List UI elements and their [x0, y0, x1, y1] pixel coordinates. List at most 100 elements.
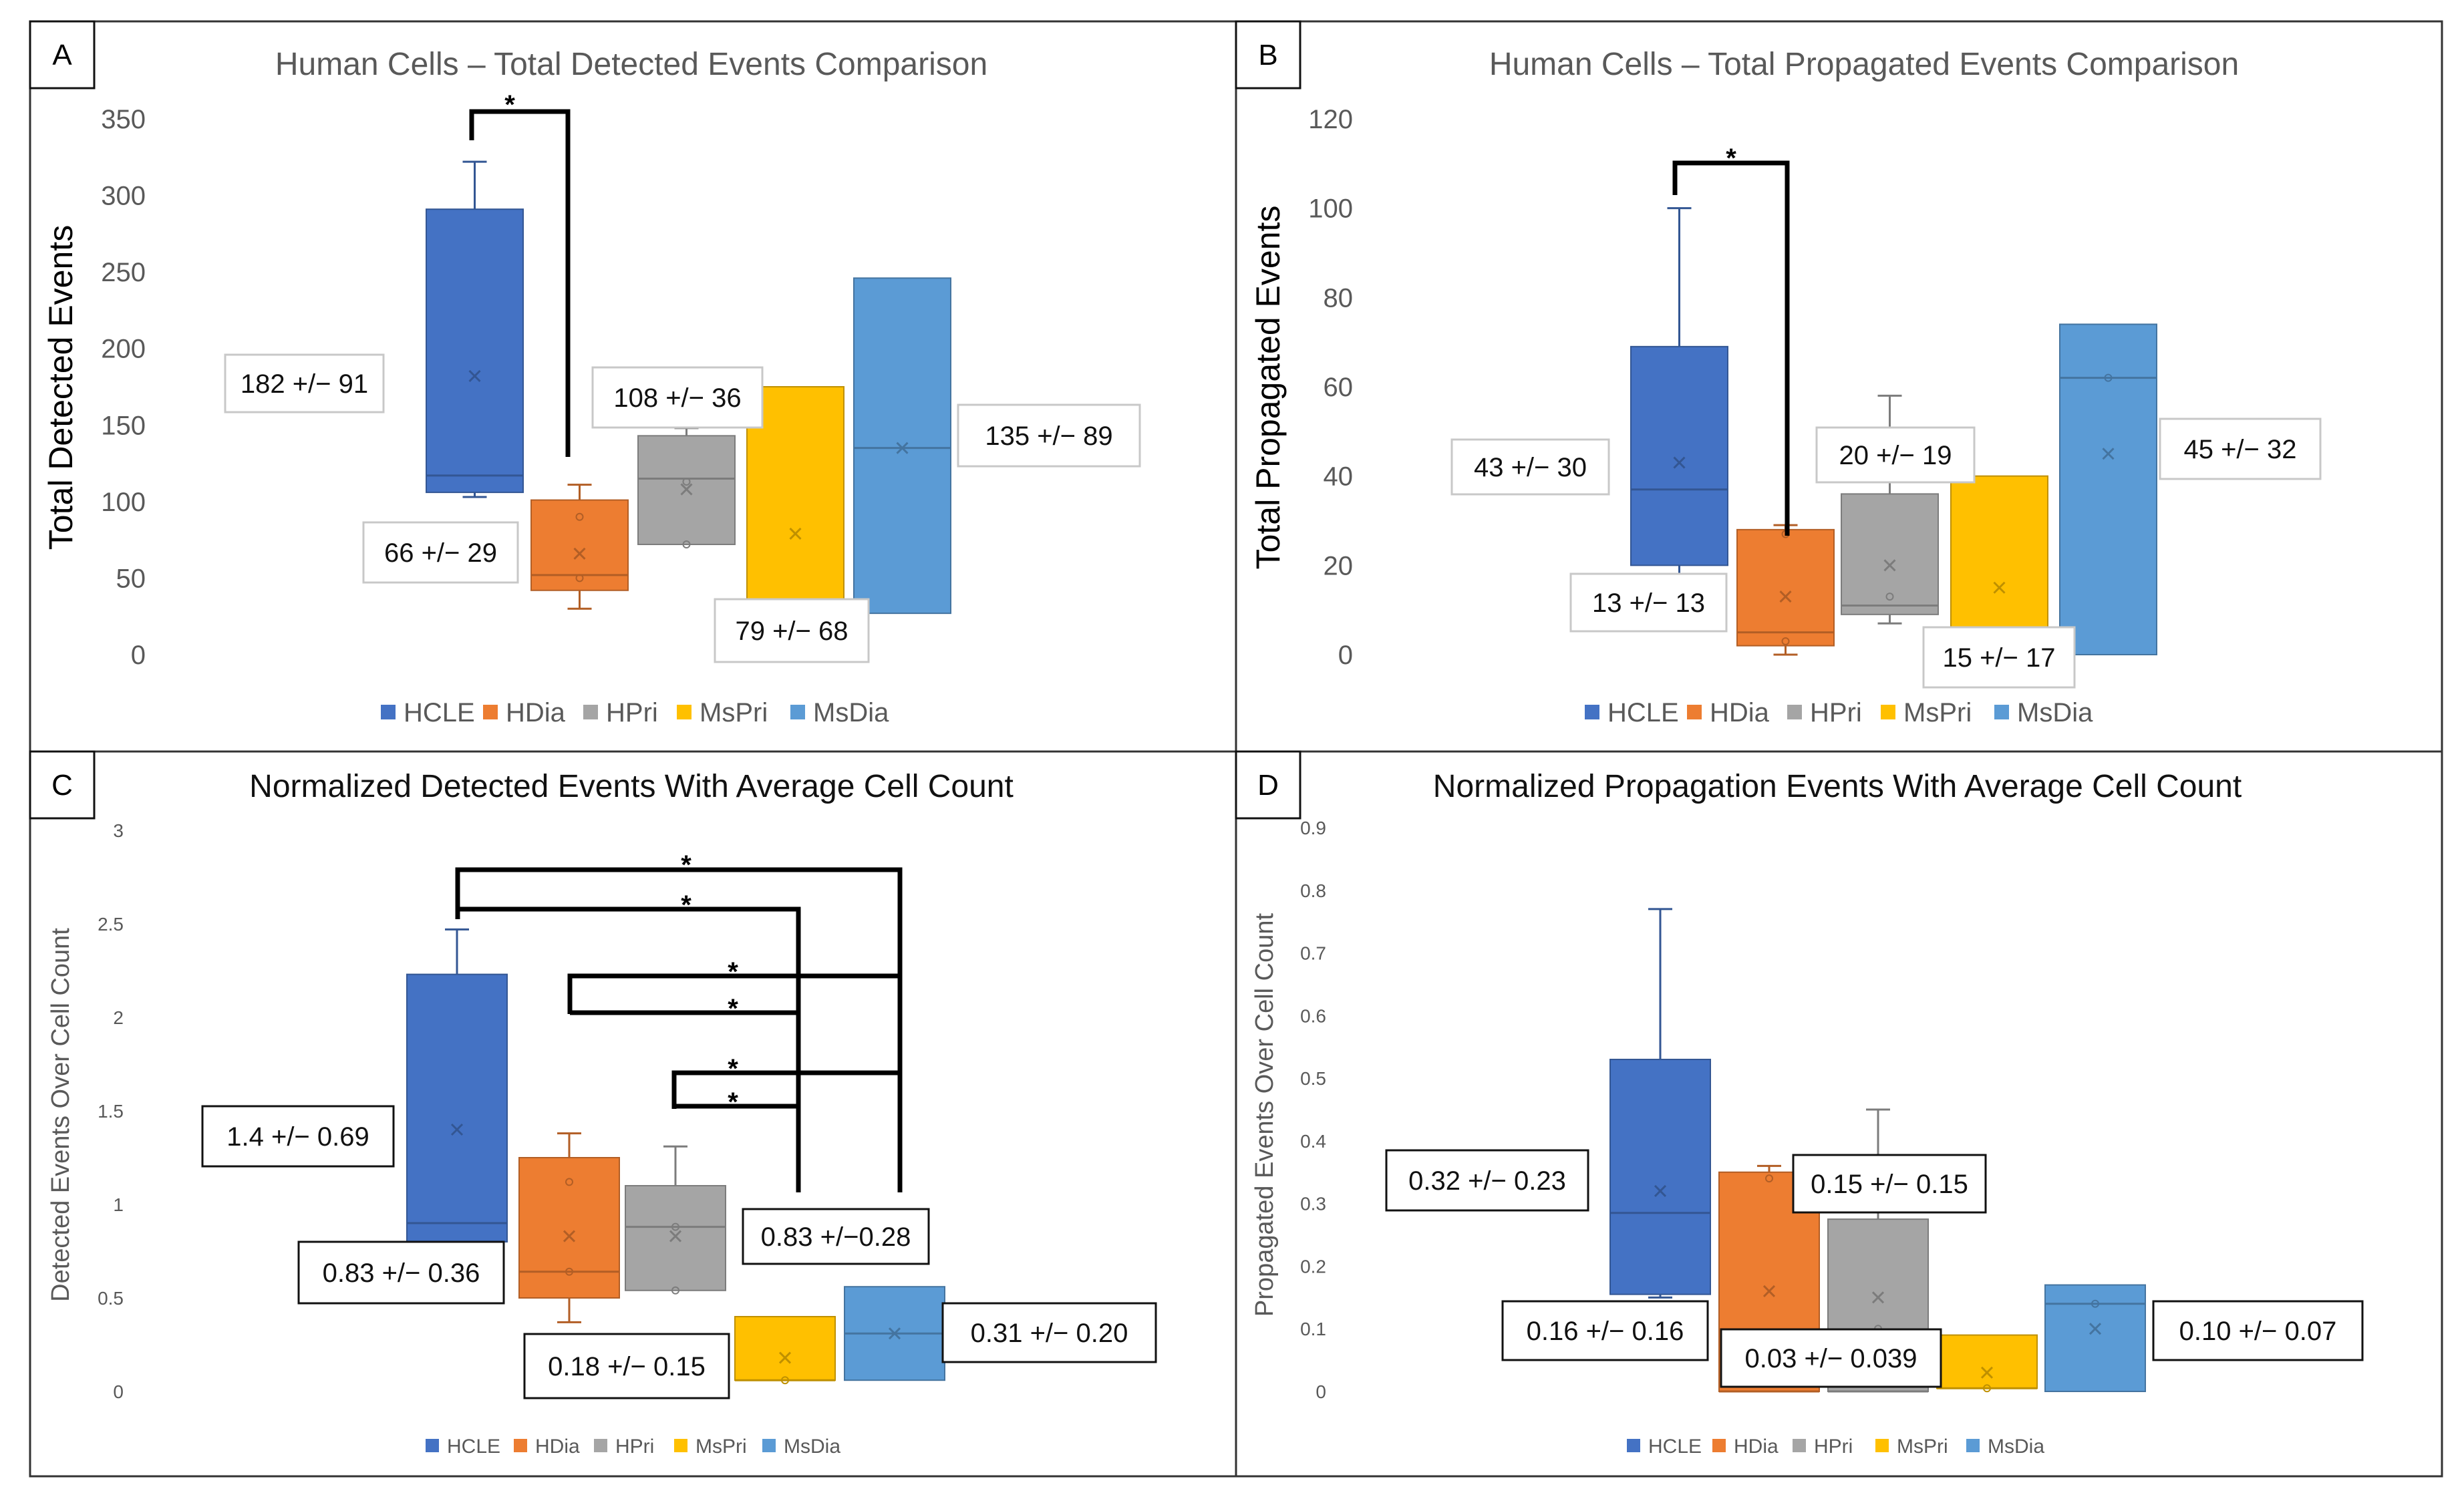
legend-swatch: [483, 705, 498, 719]
stat-label: 0.16 +/− 0.16: [1501, 1300, 1709, 1361]
legend-swatch: [677, 705, 691, 719]
y-tick-label: 50: [116, 564, 146, 593]
stat-label-box: [742, 1208, 930, 1265]
legend-swatch: [1687, 705, 1702, 719]
y-tick-label: 300: [101, 182, 146, 211]
box-rect: [734, 1316, 836, 1381]
panel-b: B Human Cells – Total Propagated Events C…: [1235, 20, 2443, 753]
box-rect: [1630, 345, 1728, 566]
box-rect: [1841, 493, 1939, 615]
chart-title: Human Cells – Total Detected Events Comp…: [275, 47, 987, 82]
stat-label-box: [2159, 418, 2322, 480]
mean-marker: [573, 547, 586, 560]
stat-label-box: [362, 521, 519, 584]
stat-label-text: 135 +/− 89: [985, 422, 1112, 451]
y-tick-label: 200: [101, 335, 146, 364]
y-tick-label: 3: [113, 820, 124, 841]
legend-label: HPri: [606, 698, 658, 727]
mean-marker: [1654, 1184, 1667, 1197]
stat-label-box: [941, 1302, 1157, 1363]
stat-label-text: 13 +/− 13: [1592, 589, 1705, 618]
legend-label: HCLE: [1648, 1436, 1702, 1458]
legend-swatch: [762, 1439, 776, 1452]
box-mspri: [1950, 475, 2048, 647]
legend-label: HCLE: [1607, 698, 1679, 727]
mean-marker: [896, 442, 909, 454]
panel-c: C Normalized Detected Events With Average…: [29, 750, 1237, 1478]
y-axis-title: Total Propagated Events: [1249, 206, 1287, 570]
stat-label-box: [1450, 438, 1610, 496]
y-tick-label: 2.5: [98, 914, 124, 935]
box-mspri: [1936, 1334, 2038, 1393]
y-tick-label: 0.6: [1300, 1005, 1326, 1026]
stat-label-text: 0.83 +/− 0.36: [323, 1259, 480, 1288]
legend-swatch: [1787, 705, 1802, 719]
chart-title: Human Cells – Total Propagated Events Co…: [1489, 47, 2239, 82]
significance-star: *: [504, 90, 515, 120]
legend-label: HDia: [535, 1436, 580, 1458]
y-tick-label: 250: [101, 258, 146, 287]
stat-label: 0.10 +/− 0.07: [2152, 1300, 2364, 1361]
stat-label: 108 +/− 36: [591, 366, 764, 429]
y-tick-label: 350: [101, 105, 146, 134]
legend-label: HPri: [615, 1436, 654, 1458]
legend-label: HDia: [506, 698, 566, 727]
box-rect: [853, 277, 951, 615]
stat-label-text: 0.32 +/− 0.23: [1408, 1166, 1566, 1196]
stat-label-box: [1792, 1154, 1987, 1214]
y-tick-label: 0.8: [1300, 880, 1326, 901]
legend-label: HPri: [1814, 1436, 1853, 1458]
stat-label: 20 +/− 19: [1815, 426, 1976, 484]
mean-marker: [1673, 456, 1686, 469]
stat-label-text: 182 +/− 91: [241, 369, 368, 399]
box-hpri: [625, 1145, 726, 1295]
box-msdia: [853, 277, 951, 615]
y-tick-label: 40: [1324, 462, 1354, 492]
stat-label-text: 0.10 +/− 0.07: [2179, 1317, 2337, 1346]
y-tick-label: 100: [101, 488, 146, 517]
panel-letter-box: [1235, 750, 1301, 820]
legend-label: MsPri: [1897, 1436, 1948, 1458]
legend-swatch: [1881, 705, 1895, 719]
stat-label: 66 +/− 29: [362, 521, 519, 584]
y-tick-label: 0: [1316, 1381, 1326, 1402]
stat-label: 0.83 +/− 0.36: [297, 1240, 505, 1305]
box-rect: [1609, 1058, 1711, 1295]
stat-label-box: [1720, 1328, 1942, 1388]
box-hcle: [1630, 207, 1728, 576]
mean-marker: [888, 1327, 901, 1340]
box-hcle: [406, 928, 508, 1247]
stat-label-box: [591, 366, 764, 429]
legend-label: HCLE: [447, 1436, 500, 1458]
legend-swatch: [790, 705, 805, 719]
y-axis-title: Propagated Events Over Cell Count: [1251, 913, 1279, 1317]
legend-label: MsDia: [784, 1436, 840, 1458]
stat-label-box: [523, 1333, 730, 1399]
y-tick-label: 1: [113, 1194, 124, 1215]
significance-bracket: [567, 1010, 801, 1192]
legend-swatch: [514, 1439, 527, 1452]
panel-letter-box: [1235, 20, 1301, 90]
box-msdia: [2059, 323, 2157, 655]
y-tick-label: 1.5: [98, 1101, 124, 1122]
box-rect: [426, 208, 524, 494]
chart-title: Normalized Propagation Events With Avera…: [1433, 769, 2242, 804]
stat-label-text: 45 +/− 32: [2183, 435, 2296, 464]
box-mspri: [734, 1316, 836, 1385]
y-tick-label: 80: [1324, 283, 1354, 313]
mean-marker: [680, 483, 693, 496]
stat-label-box: [1501, 1300, 1709, 1361]
stat-label: 0.18 +/− 0.15: [523, 1333, 730, 1399]
stat-label: 15 +/− 17: [1922, 626, 2076, 689]
y-axis-title: Total Detected Events: [42, 225, 80, 550]
legend-swatch: [1793, 1439, 1806, 1452]
legend-label: HDia: [1734, 1436, 1779, 1458]
stat-label: 0.03 +/− 0.039: [1720, 1328, 1942, 1388]
stat-label-text: 0.31 +/− 0.20: [971, 1319, 1128, 1348]
stat-label: 0.15 +/− 0.15: [1792, 1154, 1987, 1214]
mean-marker: [1993, 581, 2006, 594]
stat-label-box: [1569, 572, 1728, 633]
legend-label: MsDia: [813, 698, 889, 727]
data-point: [575, 574, 584, 582]
legend-label: HDia: [1710, 698, 1770, 727]
